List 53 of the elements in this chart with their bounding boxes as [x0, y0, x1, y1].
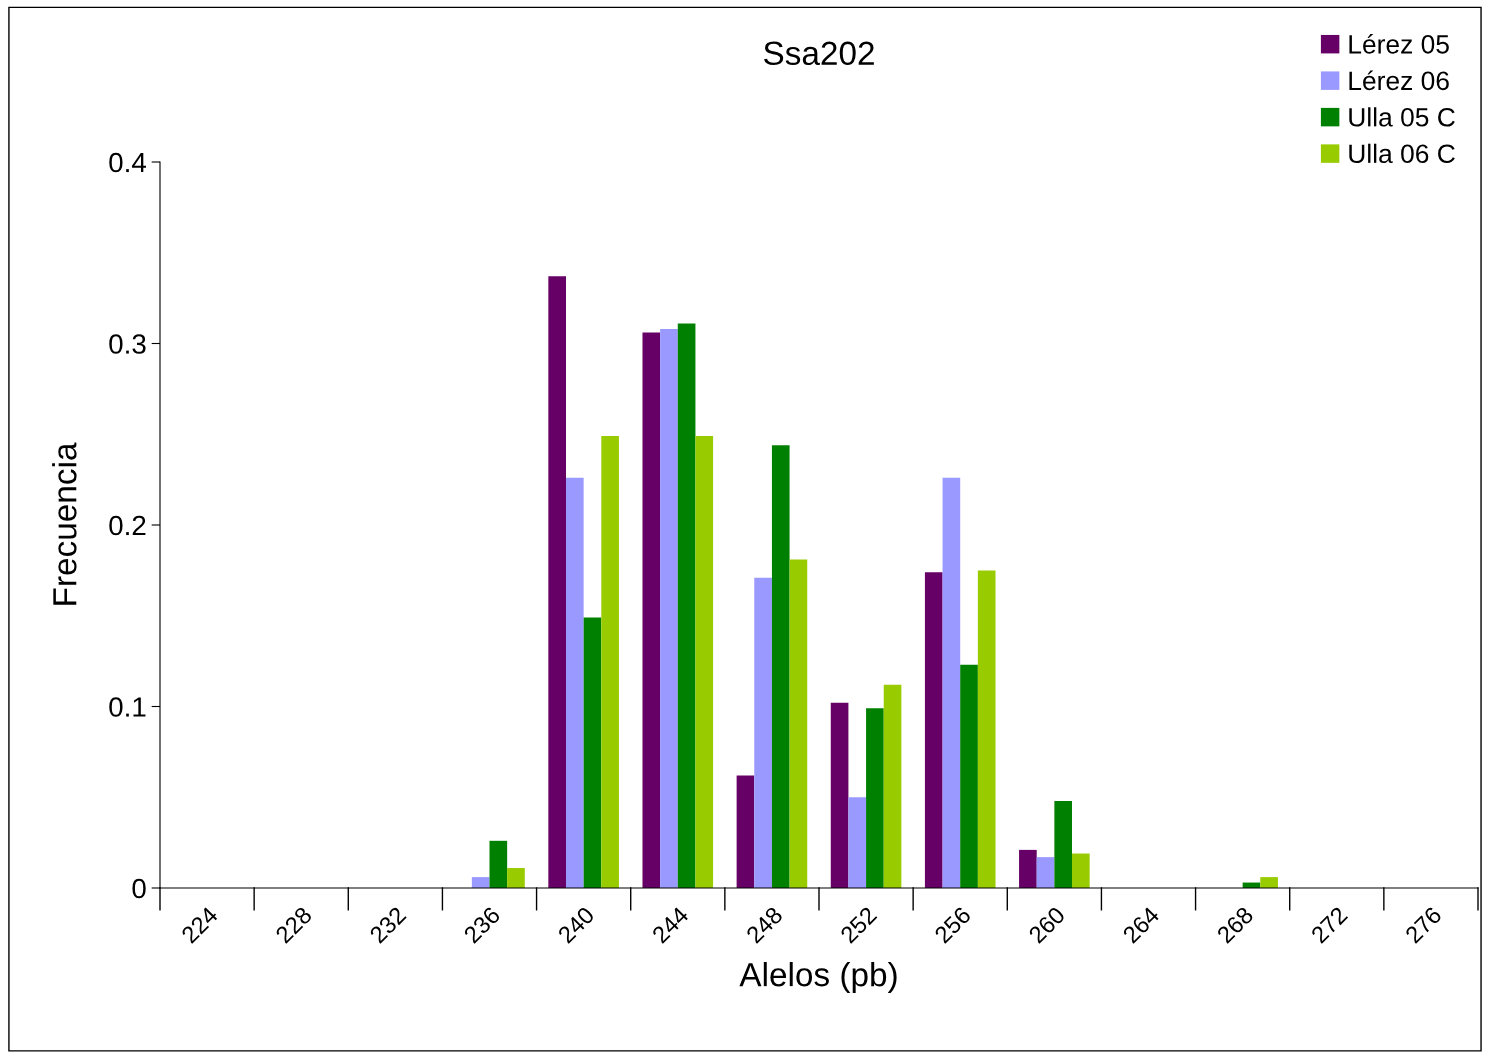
x-tick-label: 228 — [274, 905, 313, 944]
chart-title: Ssa202 — [763, 41, 874, 66]
x-tick-label: 252 — [839, 905, 878, 944]
x-tick-label: 232 — [368, 905, 407, 944]
bar — [1019, 849, 1037, 888]
x-tick-label: 244 — [651, 905, 690, 944]
x-tick-label: 276 — [1404, 905, 1443, 944]
x-tick-label: 268 — [1216, 905, 1255, 944]
bar — [1054, 800, 1073, 888]
bar — [1072, 853, 1090, 888]
y-axis-title: Frecuencia — [52, 442, 77, 605]
y-tick-label: 0 — [132, 878, 146, 899]
x-tick-label: 240 — [557, 905, 596, 944]
y-tick-label: 0.2 — [109, 515, 146, 536]
x-tick-label: 248 — [745, 905, 784, 944]
legend-label: Ulla 05 C — [1349, 107, 1455, 127]
bar — [1036, 857, 1055, 888]
bar — [866, 708, 884, 888]
bar — [660, 328, 678, 888]
bar — [677, 323, 696, 888]
bar — [642, 332, 661, 888]
legend-label: Ulla 06 C — [1349, 143, 1455, 164]
legend-label: Lérez 06 — [1349, 70, 1449, 91]
bar — [1260, 877, 1278, 888]
bar — [771, 445, 790, 888]
bar — [601, 436, 619, 888]
x-tick-label: 264 — [1121, 905, 1161, 944]
bar — [960, 664, 978, 888]
bar — [789, 559, 808, 888]
y-tick-label: 0.3 — [109, 334, 146, 354]
bar — [507, 868, 525, 888]
x-tick-label: 256 — [933, 905, 972, 944]
bar — [754, 577, 772, 888]
x-axis-title: Alelos (pb) — [739, 961, 897, 994]
bar — [942, 477, 961, 888]
bar — [548, 276, 566, 888]
bar — [924, 572, 943, 888]
bar — [830, 702, 849, 888]
bar — [848, 797, 867, 888]
x-tick-label: 236 — [462, 905, 502, 944]
x-tick-label: 224 — [180, 905, 219, 944]
bar — [489, 840, 508, 888]
bar — [736, 775, 755, 888]
x-tick-label: 272 — [1310, 905, 1349, 944]
bar — [977, 570, 996, 888]
bar — [695, 436, 714, 888]
y-tick-label: 0.1 — [109, 697, 146, 717]
bar — [583, 617, 602, 888]
legend-label: Lérez 05 — [1349, 33, 1449, 54]
x-tick-label: 260 — [1027, 905, 1066, 944]
bar — [565, 477, 584, 888]
y-tick-label: 0.4 — [109, 152, 146, 173]
bar — [883, 684, 902, 888]
